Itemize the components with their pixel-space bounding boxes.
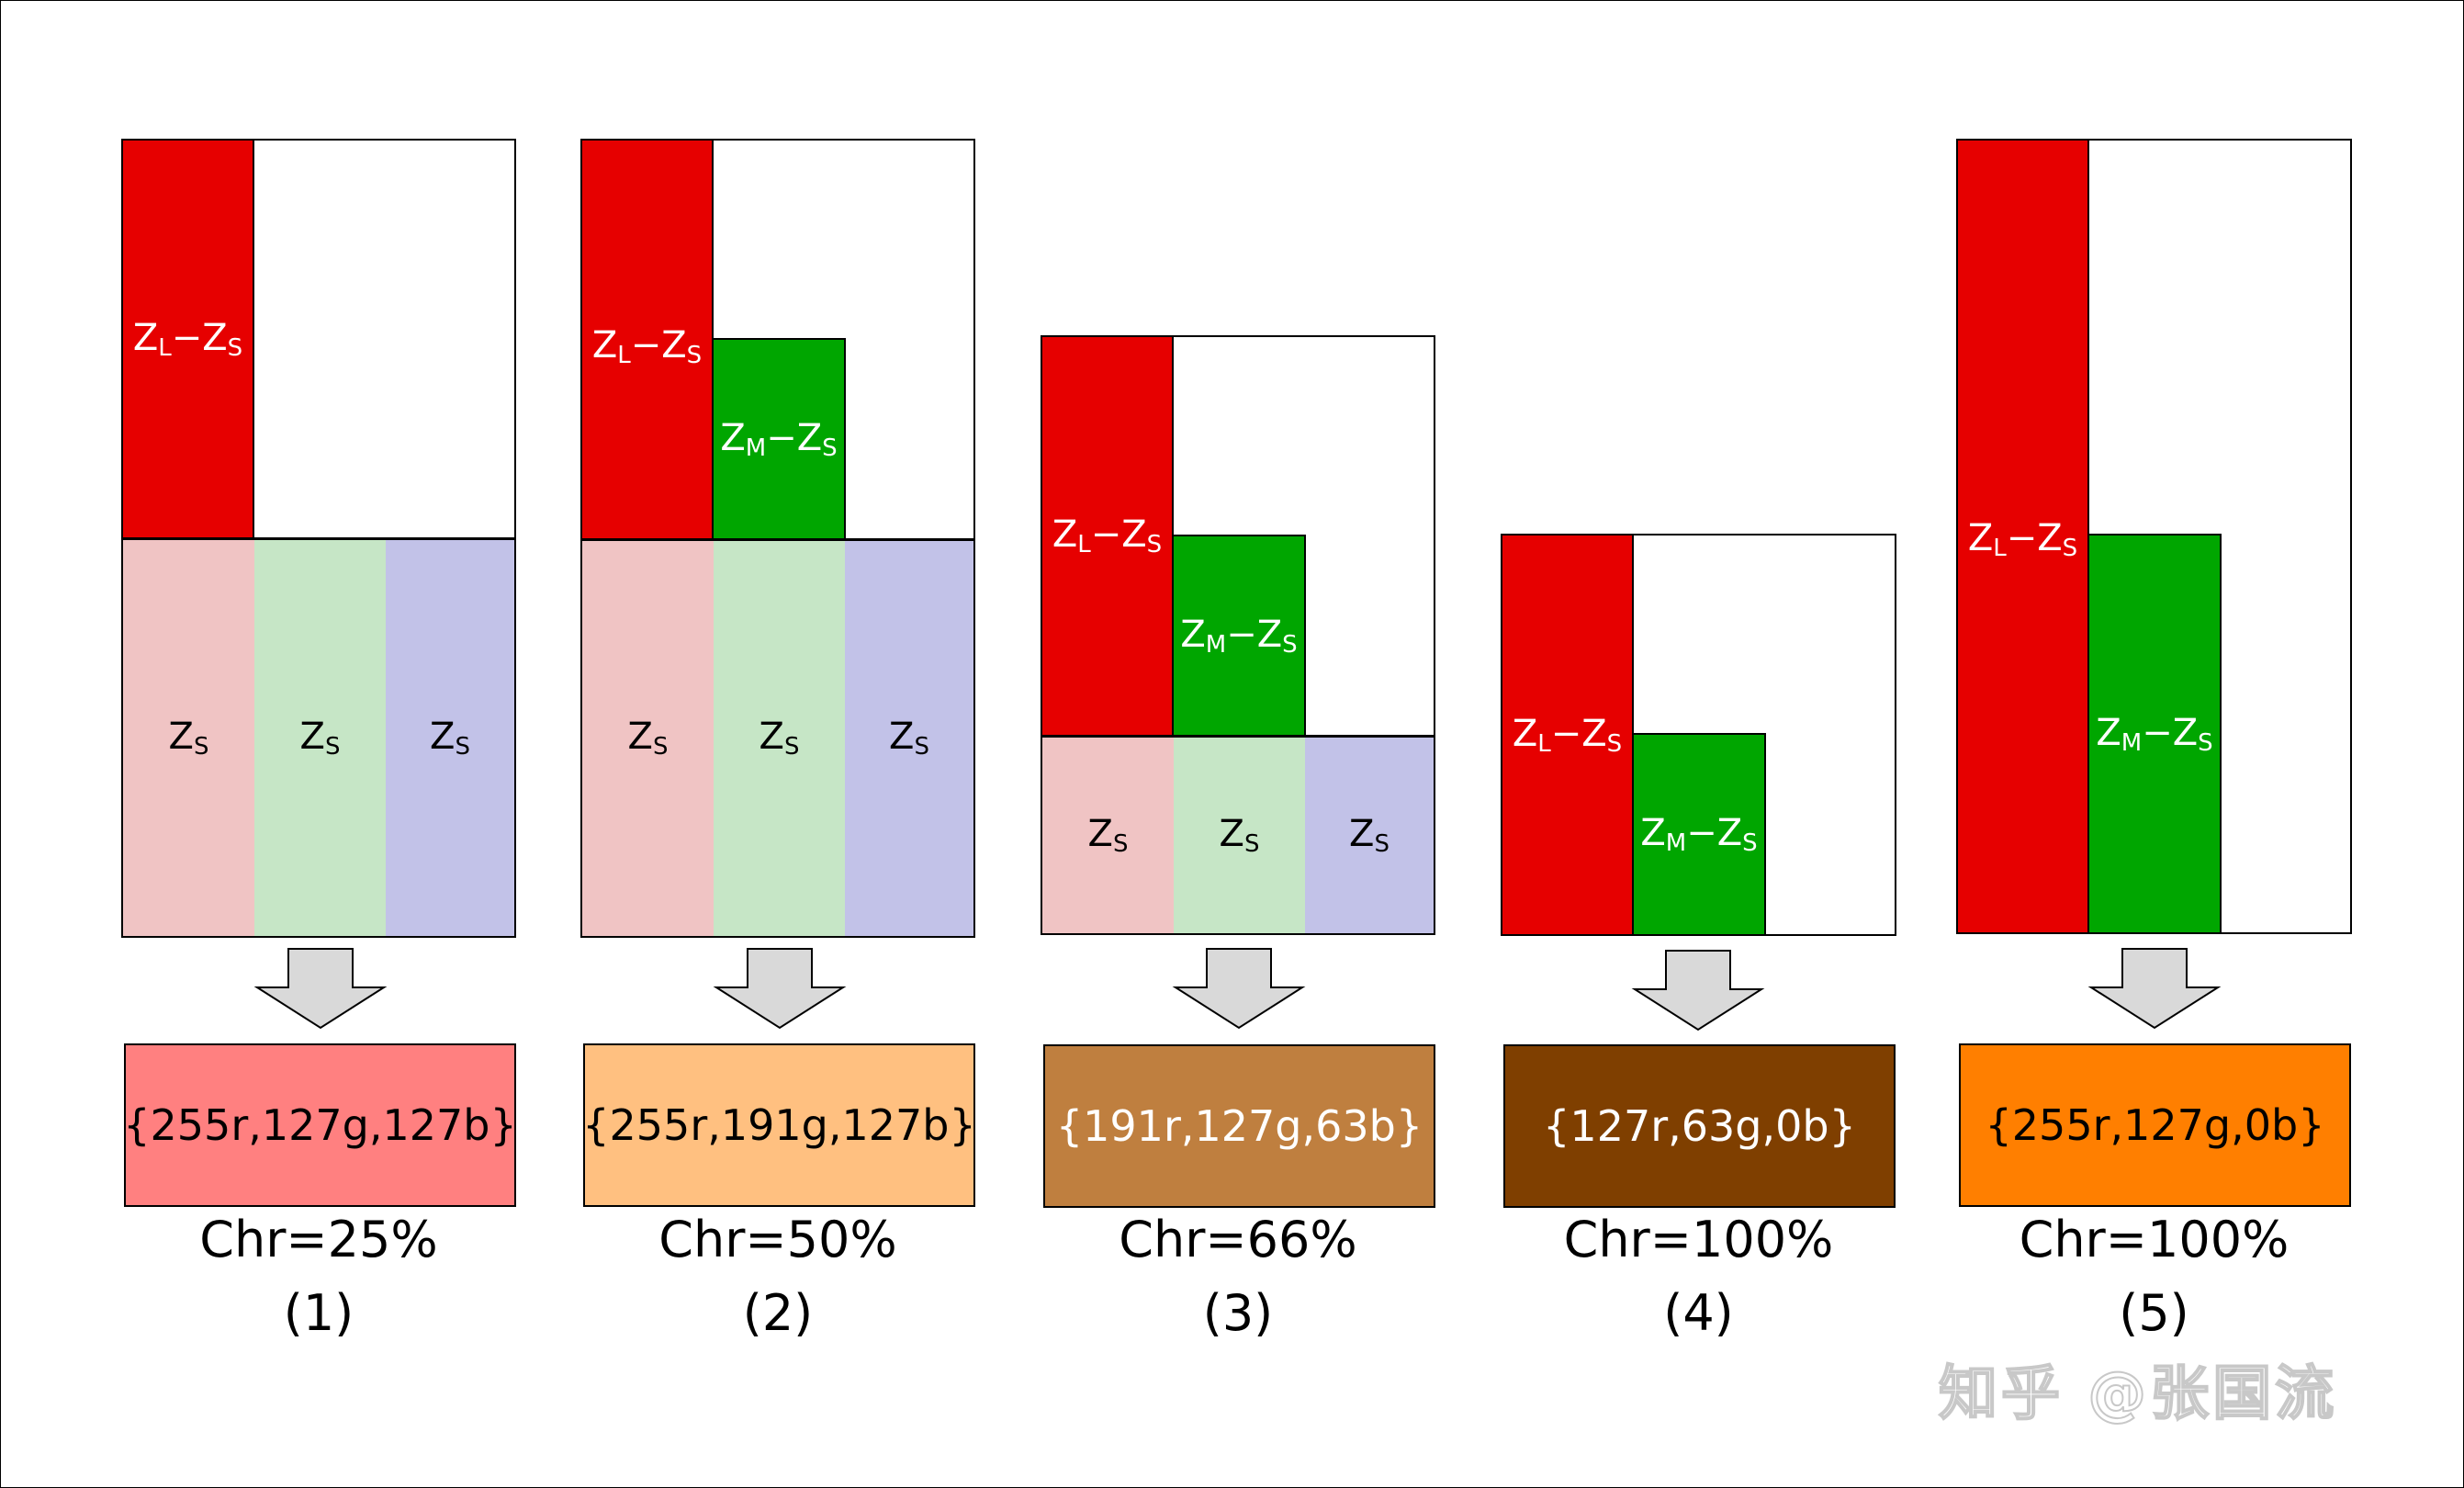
panel-1-chroma: Chr=25%	[199, 1211, 438, 1268]
panel-3-index: (3)	[1202, 1284, 1274, 1342]
panel-4-down-arrow	[1631, 950, 1765, 1031]
panel-5-chroma: Chr=100%	[2019, 1211, 2290, 1268]
panel-4-zm-bar: ZM−ZS	[1632, 733, 1766, 936]
panel-1-down-arrow	[253, 948, 388, 1030]
panel-3-color-swatch: {191r,127g,63b}	[1043, 1044, 1435, 1208]
zl-zs-label: ZL−ZS	[132, 316, 243, 362]
panel-3-zs-cell-r: ZS	[1042, 737, 1174, 933]
panel-1-index: (1)	[283, 1284, 354, 1342]
panel-3-down-arrow	[1172, 948, 1306, 1030]
panel-2-down-arrow	[713, 948, 847, 1030]
panel-3-zm-bar: ZM−ZS	[1172, 535, 1306, 737]
panel-5-zl-bar: ZL−ZS	[1956, 139, 2089, 934]
panel-2-zl-bar: ZL−ZS	[580, 139, 714, 540]
panel-2-chroma: Chr=50%	[658, 1211, 897, 1268]
panel-2-zs-cell-g: ZS	[714, 540, 845, 936]
panel-3-zs-cell-b: ZS	[1305, 737, 1434, 933]
panel-5-index: (5)	[2119, 1284, 2189, 1342]
panel-3-zl-bar: ZL−ZS	[1041, 335, 1174, 737]
panel-3-zs-cell-g: ZS	[1174, 737, 1305, 933]
panel-2-index: (2)	[742, 1284, 814, 1342]
panel-2-zs-cell-b: ZS	[845, 540, 973, 936]
panel-1-zs-cell-g: ZS	[254, 539, 386, 936]
watermark-text: 知乎 @张国流	[1938, 1359, 2338, 1429]
panel-1-zs-cell-r: ZS	[123, 539, 254, 936]
panel-5-down-arrow	[2087, 948, 2222, 1030]
panel-1-color-swatch: {255r,127g,127b}	[123, 1043, 517, 1207]
panel-4-color-swatch: {127r,63g,0b}	[1503, 1044, 1896, 1208]
panel-4-chroma: Chr=100%	[1563, 1211, 1834, 1268]
panel-2-color-swatch: {255r,191g,127b}	[582, 1043, 976, 1207]
panel-2-zs-cell-r: ZS	[582, 540, 714, 936]
panel-1-zl-bar: ZL−ZS	[121, 139, 254, 539]
panel-5-zm-bar: ZM−ZS	[2087, 534, 2222, 934]
panel-3-chroma: Chr=66%	[1119, 1211, 1357, 1268]
panel-1-zs-cell-b: ZS	[386, 539, 514, 936]
panel-4-zl-bar: ZL−ZS	[1501, 534, 1634, 936]
panel-2-zm-bar: ZM−ZS	[712, 338, 846, 540]
panel-5-color-swatch: {255r,127g,0b}	[1959, 1043, 2351, 1207]
panel-4-index: (4)	[1663, 1284, 1734, 1342]
